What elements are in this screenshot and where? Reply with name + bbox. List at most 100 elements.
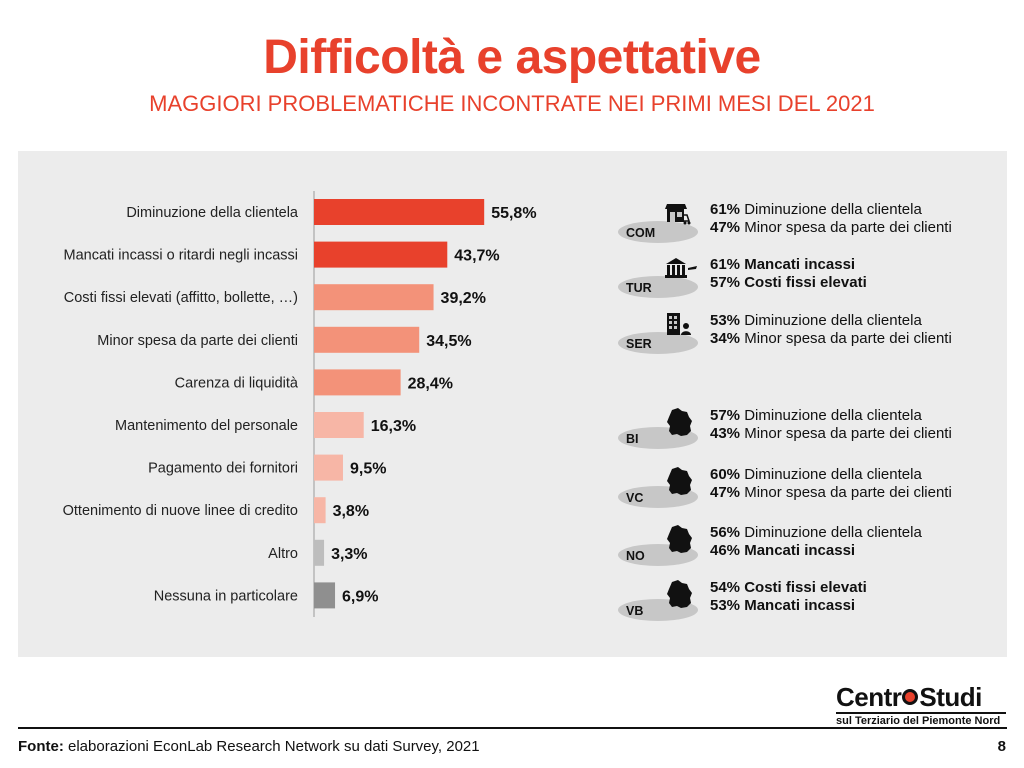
shop-icon — [664, 201, 694, 232]
segment-problem: Minor spesa da parte dei clienti — [740, 425, 952, 442]
segment-badge — [618, 332, 698, 354]
segment-line1: 56% Diminuzione della clientela — [710, 524, 922, 542]
segment-badge — [618, 276, 698, 298]
segment-code: VC — [626, 491, 644, 505]
segment-problem: Diminuzione della clientela — [740, 312, 922, 329]
segment-problem: Diminuzione della clientela — [740, 524, 922, 541]
province-map-icon — [664, 524, 694, 561]
segment-row-com: COM 61% Diminuzione della clientela 47% Mi… — [618, 201, 998, 243]
source-text: elaborazioni EconLab Research Network su… — [63, 738, 480, 755]
segment-row-ser: SER 53% Diminuzione della clientela 34% Mi… — [618, 312, 998, 354]
bar-chart: Diminuzione della clientela 55,8% Mancati … — [63, 191, 537, 617]
segment-problem: Diminuzione della clientela — [740, 407, 922, 424]
category-label: Pagamento dei fornitori — [148, 461, 298, 477]
segment-code: SER — [626, 337, 652, 351]
segment-percentage: 60% — [710, 466, 741, 483]
category-label: Costi fissi elevati (affitto, bollette, … — [64, 290, 298, 306]
category-label: Carenza di liquidità — [175, 375, 299, 391]
segment-percentage: 53% — [710, 597, 741, 614]
segment-line2: 47% Minor spesa da parte dei clienti — [710, 219, 952, 237]
segment-code: COM — [626, 226, 656, 240]
bar — [314, 241, 448, 268]
segment-code: NO — [626, 549, 645, 563]
bar — [314, 582, 336, 609]
segment-problem: Minor spesa da parte dei clienti — [740, 484, 952, 501]
segment-row-vc: VC 60% Diminuzione della clientela 47% Min… — [618, 466, 998, 508]
province-map-icon — [664, 466, 694, 503]
segment-code: VB — [626, 604, 644, 618]
segment-percentage: 57% — [710, 274, 741, 291]
footer-source: Fonte: elaborazioni EconLab Research Net… — [18, 738, 480, 755]
segment-percentage: 47% — [710, 219, 741, 236]
segment-row-bi: BI 57% Diminuzione della clientela 43% Min… — [618, 407, 998, 449]
segment-row-tur: TUR 61% Mancati incassi 57% Costi fissi el… — [618, 256, 998, 298]
bar — [314, 497, 326, 524]
footer-divider — [18, 727, 1007, 729]
province-map-icon — [664, 407, 694, 444]
segment-percentage: 56% — [710, 524, 741, 541]
segment-line1: 53% Diminuzione della clientela — [710, 312, 922, 330]
tourism-icon — [664, 256, 698, 287]
segment-percentage: 47% — [710, 484, 741, 501]
page-title: Difficoltà e aspettative — [263, 31, 761, 84]
province-map-icon — [664, 579, 694, 616]
segment-problem: Minor spesa da parte dei clienti — [740, 330, 952, 347]
value-label: 43,7% — [454, 248, 499, 265]
category-label: Mantenimento del personale — [115, 418, 298, 434]
logo-tagline: sul Terziario del Piemonte Nord — [836, 712, 1006, 727]
segment-line2: 43% Minor spesa da parte dei clienti — [710, 425, 952, 443]
value-label: 28,4% — [408, 375, 453, 392]
segment-line1: 60% Diminuzione della clientela — [710, 466, 922, 484]
category-label: Minor spesa da parte dei clienti — [97, 333, 298, 349]
segment-percentage: 57% — [710, 407, 741, 424]
content-panel — [18, 151, 1007, 657]
segment-percentage: 43% — [710, 425, 741, 442]
segment-line2: 46% Mancati incassi — [710, 542, 855, 560]
segment-row-vb: VB 54% Costi fissi elevati 53% Mancati inc… — [618, 579, 998, 621]
segment-line1: 61% Diminuzione della clientela — [710, 201, 922, 219]
page-subtitle: MAGGIORI PROBLEMATICHE INCONTRATE NEI PR… — [149, 91, 875, 116]
category-label: Nessuna in particolare — [154, 588, 298, 604]
segment-percentage: 46% — [710, 542, 741, 559]
category-label: Diminuzione della clientela — [126, 205, 299, 221]
bar — [314, 412, 364, 438]
segment-problem: Costi fissi elevati — [740, 274, 867, 291]
segment-problem: Diminuzione della clientela — [740, 201, 922, 218]
logo-dot-icon — [902, 689, 919, 705]
segment-problem: Mancati incassi — [740, 256, 856, 273]
bar — [314, 454, 343, 481]
segment-percentage: 53% — [710, 312, 741, 329]
value-label: 6,9% — [342, 588, 378, 605]
segment-line1: 57% Diminuzione della clientela — [710, 407, 922, 425]
segment-percentage: 34% — [710, 330, 741, 347]
value-label: 3,8% — [333, 503, 369, 520]
segment-badge — [618, 221, 698, 243]
segment-line2: 47% Minor spesa da parte dei clienti — [710, 484, 952, 502]
segment-problem: Diminuzione della clientela — [740, 466, 922, 483]
segment-line1: 61% Mancati incassi — [710, 256, 855, 274]
category-label: Ottenimento di nuove linee di credito — [63, 503, 298, 519]
segment-problem: Costi fissi elevati — [740, 579, 867, 596]
value-label: 3,3% — [331, 546, 367, 563]
segment-problem: Mancati incassi — [740, 542, 856, 559]
value-label: 34,5% — [426, 333, 471, 350]
segment-line2: 53% Mancati incassi — [710, 597, 855, 615]
office-icon — [664, 312, 694, 345]
segment-problem: Minor spesa da parte dei clienti — [740, 219, 952, 236]
logo-wordmark: Centr Studi — [836, 682, 982, 712]
category-label: Altro — [268, 546, 298, 562]
segment-line2: 34% Minor spesa da parte dei clienti — [710, 330, 952, 348]
segment-code: TUR — [626, 281, 652, 295]
segment-problem: Mancati incassi — [740, 597, 856, 614]
source-label: Fonte: — [18, 738, 64, 755]
value-label: 16,3% — [371, 418, 416, 435]
segment-percentage: 54% — [710, 579, 741, 596]
bar — [314, 326, 420, 353]
value-label: 9,5% — [350, 461, 386, 478]
segment-code: BI — [626, 432, 639, 446]
bar — [314, 369, 401, 396]
page-number: 8 — [997, 738, 1006, 755]
segment-row-no: NO 56% Diminuzione della clientela 46% Man… — [618, 524, 998, 566]
segment-percentage: 61% — [710, 201, 741, 218]
segment-line1: 54% Costi fissi elevati — [710, 579, 867, 597]
